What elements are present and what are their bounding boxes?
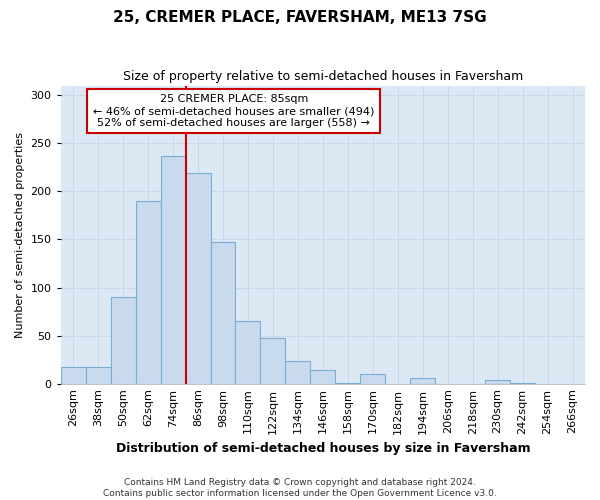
Bar bbox=[211, 242, 235, 384]
Bar bbox=[310, 370, 335, 384]
Bar bbox=[410, 378, 435, 384]
Text: 25 CREMER PLACE: 85sqm
← 46% of semi-detached houses are smaller (494)
52% of se: 25 CREMER PLACE: 85sqm ← 46% of semi-det… bbox=[93, 94, 374, 128]
Bar bbox=[485, 380, 510, 384]
X-axis label: Distribution of semi-detached houses by size in Faversham: Distribution of semi-detached houses by … bbox=[116, 442, 530, 455]
Text: 25, CREMER PLACE, FAVERSHAM, ME13 7SG: 25, CREMER PLACE, FAVERSHAM, ME13 7SG bbox=[113, 10, 487, 25]
Bar bbox=[361, 374, 385, 384]
Bar bbox=[260, 338, 286, 384]
Bar bbox=[61, 368, 86, 384]
Bar bbox=[235, 321, 260, 384]
Text: Contains HM Land Registry data © Crown copyright and database right 2024.
Contai: Contains HM Land Registry data © Crown c… bbox=[103, 478, 497, 498]
Bar bbox=[86, 368, 110, 384]
Bar bbox=[510, 382, 535, 384]
Bar bbox=[185, 173, 211, 384]
Bar bbox=[286, 360, 310, 384]
Y-axis label: Number of semi-detached properties: Number of semi-detached properties bbox=[15, 132, 25, 338]
Bar bbox=[161, 156, 185, 384]
Bar bbox=[335, 382, 361, 384]
Bar bbox=[110, 297, 136, 384]
Title: Size of property relative to semi-detached houses in Faversham: Size of property relative to semi-detach… bbox=[123, 70, 523, 83]
Bar bbox=[136, 201, 161, 384]
